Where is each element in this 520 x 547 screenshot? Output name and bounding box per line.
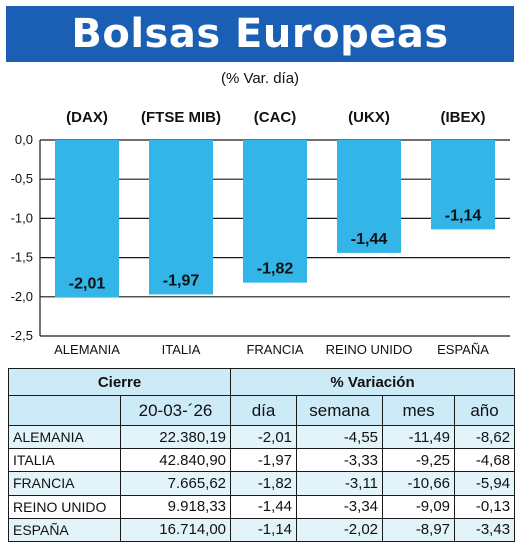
header-ano: año — [454, 395, 516, 426]
market-table: Cierre % Variación 20-03-´26 día semana … — [7, 367, 516, 543]
table-row: ESPAÑA 16.714,00 -1,14 -2,02 -8,97 -3,43 — [8, 517, 516, 543]
cell-dia: -1,44 — [230, 494, 298, 519]
cell-dia: -1,97 — [230, 448, 298, 473]
cell-country: ESPAÑA — [8, 517, 121, 543]
header-variacion: % Variación — [230, 367, 516, 397]
cell-semana: -2,02 — [296, 517, 384, 543]
table-row: ITALIA 42.840,90 -1,97 -3,33 -9,25 -4,68 — [8, 448, 516, 473]
header-cierre: Cierre — [7, 367, 232, 397]
cell-mes: -9,09 — [382, 494, 456, 519]
bar — [243, 140, 307, 283]
table-group-header-row: Cierre % Variación — [7, 367, 516, 397]
x-tick-label: FRANCIA — [246, 342, 303, 357]
index-label: (FTSE MIB) — [141, 109, 221, 126]
cell-mes: -9,25 — [382, 448, 456, 473]
cell-mes: -11,49 — [382, 424, 456, 450]
cell-dia: -1,82 — [230, 471, 298, 496]
cell-cierre: 22.380,19 — [119, 424, 232, 450]
cell-ano: -5,94 — [454, 471, 516, 496]
table-row: REINO UNIDO 9.918,33 -1,44 -3,34 -9,09 -… — [8, 494, 516, 519]
cell-semana: -3,11 — [296, 471, 384, 496]
cell-country: ITALIA — [8, 448, 121, 473]
index-label: (CAC) — [254, 109, 297, 126]
y-tick-label: -1,5 — [11, 250, 33, 265]
bar — [55, 140, 119, 298]
y-tick-label: -1,0 — [11, 210, 33, 225]
x-tick-label: ITALIA — [162, 342, 201, 357]
cell-ano: -8,62 — [454, 424, 516, 450]
cell-cierre: 9.918,33 — [119, 494, 232, 519]
x-tick-label: REINO UNIDO — [326, 342, 413, 357]
index-label: (IBEX) — [441, 109, 486, 126]
data-label: -1,82 — [257, 261, 294, 278]
chart-subtitle: (% Var. día) — [220, 70, 300, 87]
header-dia: día — [230, 395, 298, 426]
table-row: FRANCIA 7.665,62 -1,82 -3,11 -10,66 -5,9… — [8, 471, 516, 496]
data-label: -1,14 — [445, 207, 482, 224]
index-label: (DAX) — [66, 109, 108, 126]
x-tick-label: ALEMANIA — [54, 342, 120, 357]
bar — [431, 140, 495, 230]
cell-mes: -8,97 — [382, 517, 456, 543]
bar — [337, 140, 401, 253]
cell-country: ALEMANIA — [8, 424, 121, 450]
cell-dia: -2,01 — [230, 424, 298, 450]
header-semana: semana — [296, 395, 384, 426]
cell-semana: -3,33 — [296, 448, 384, 473]
cell-country: REINO UNIDO — [8, 494, 121, 519]
y-tick-label: 0,0 — [15, 132, 33, 147]
data-label: -2,01 — [69, 276, 106, 293]
cell-cierre: 7.665,62 — [119, 471, 232, 496]
cell-ano: -3,43 — [454, 517, 516, 543]
bar-chart: 0,0 -0,5 -1,0 -1,5 -2,0 -2,5 (DAX) -2,01 ALEMANI… — [11, 109, 510, 357]
cell-ano: -0,13 — [454, 494, 516, 519]
cell-ano: -4,68 — [454, 448, 516, 473]
cell-cierre: 42.840,90 — [119, 448, 232, 473]
y-tick-label: -2,5 — [11, 328, 33, 343]
header-blank — [8, 395, 121, 426]
bar — [149, 140, 213, 295]
chart-title: Bolsas Europeas — [71, 11, 449, 57]
table-row: ALEMANIA 22.380,19 -2,01 -4,55 -11,49 -8… — [8, 424, 516, 450]
chart-title-banner: Bolsas Europeas — [6, 6, 514, 62]
x-tick-label: ESPAÑA — [437, 342, 489, 357]
y-tick-label: -2,0 — [11, 289, 33, 304]
cell-semana: -3,34 — [296, 494, 384, 519]
data-label: -1,97 — [163, 272, 200, 289]
cell-country: FRANCIA — [8, 471, 121, 496]
data-label: -1,44 — [351, 231, 388, 248]
header-mes: mes — [382, 395, 456, 426]
table-column-header-row: 20-03-´26 día semana mes año — [8, 395, 516, 426]
cell-semana: -4,55 — [296, 424, 384, 450]
cell-cierre: 16.714,00 — [119, 517, 232, 543]
index-label: (UKX) — [348, 109, 390, 126]
y-tick-label: -0,5 — [11, 171, 33, 186]
cell-mes: -10,66 — [382, 471, 456, 496]
cell-dia: -1,14 — [230, 517, 298, 543]
header-date: 20-03-´26 — [119, 395, 232, 426]
